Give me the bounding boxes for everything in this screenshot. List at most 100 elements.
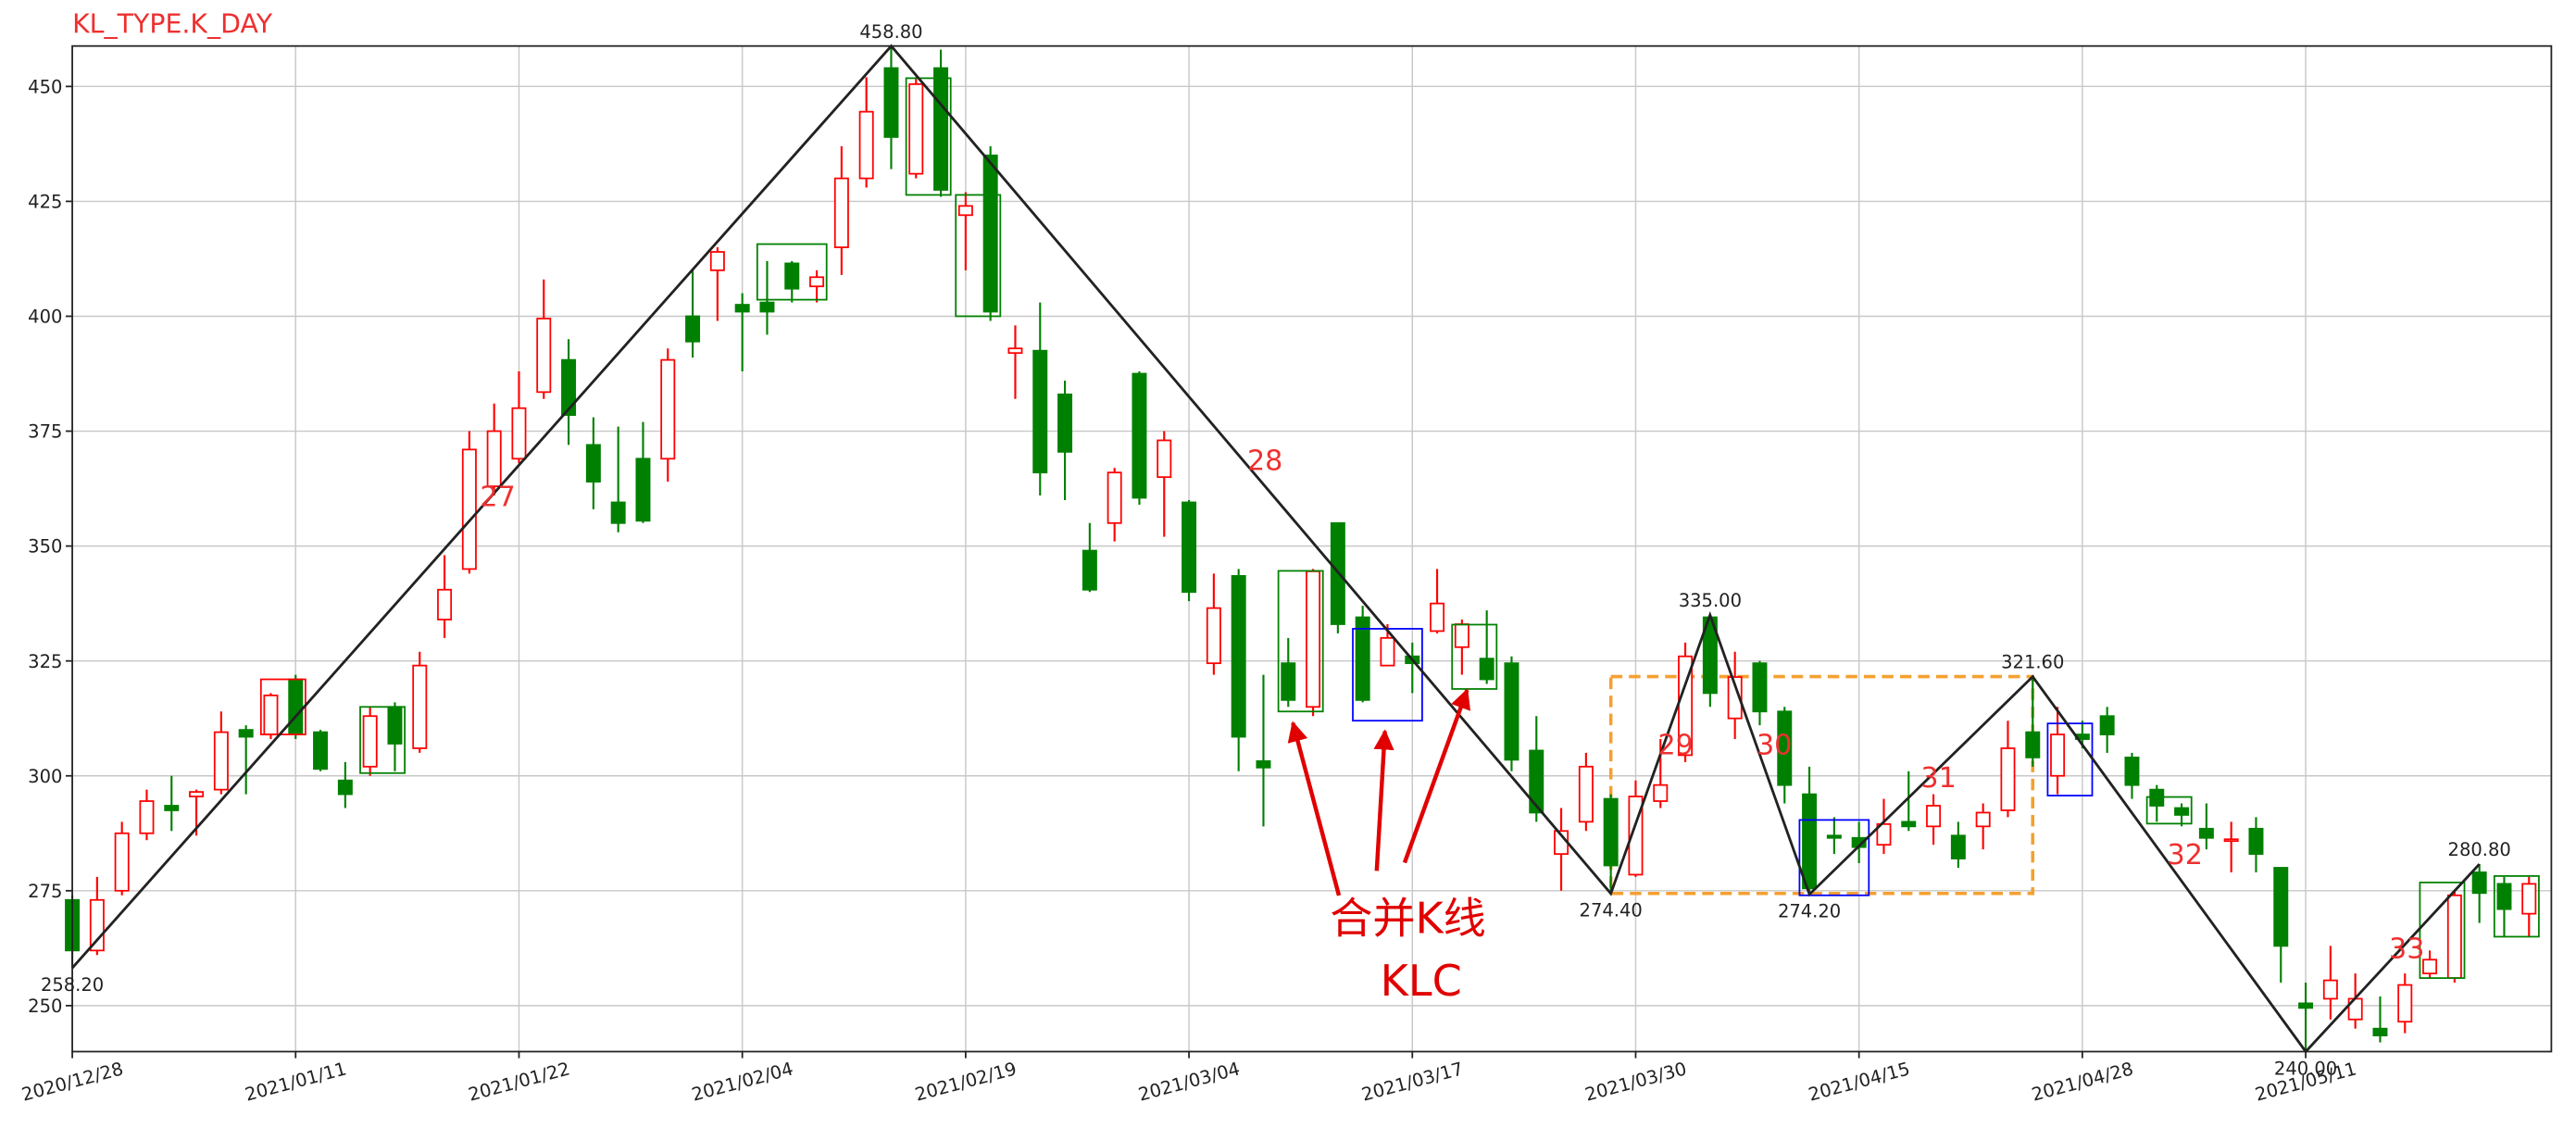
candle-body — [2248, 827, 2264, 855]
candle-body — [1032, 349, 1048, 474]
candle-body — [957, 205, 973, 217]
candle-body — [412, 664, 428, 749]
bi-value-label: 240.00 — [2274, 1058, 2337, 1079]
candle-body — [1479, 658, 1494, 681]
y-tick-label: 350 — [28, 536, 62, 558]
candle-body — [2223, 838, 2239, 843]
candle-body — [1355, 616, 1370, 701]
candle-body — [1603, 797, 1619, 867]
y-tick-label: 325 — [28, 651, 62, 672]
candle-body — [1007, 347, 1023, 355]
candle-body — [858, 110, 874, 180]
candle-body — [139, 800, 155, 834]
candle-body — [1454, 623, 1469, 648]
segment-label: 27 — [480, 481, 515, 513]
candle-body — [1256, 759, 1271, 769]
bi-value-label: 274.40 — [1580, 900, 1643, 921]
y-tick-label: 275 — [28, 881, 62, 902]
candle-body — [511, 407, 527, 460]
candle-body — [337, 779, 353, 796]
candle-body — [561, 358, 577, 417]
klc-box — [756, 243, 828, 301]
klc-box — [955, 194, 1002, 318]
candle-body — [784, 262, 800, 290]
chart-title: KL_TYPE.K_DAY — [72, 8, 273, 39]
candle-body — [1206, 607, 1221, 665]
candle-body — [685, 315, 701, 343]
candle-body — [833, 177, 849, 248]
candle-body — [709, 251, 725, 271]
segment-label: 31 — [1920, 762, 1956, 795]
zs-box — [1608, 674, 2035, 896]
bi-value-label: 335.00 — [1679, 590, 1742, 611]
candle-body — [734, 304, 750, 313]
candle-body — [660, 358, 676, 460]
candle-body — [2198, 827, 2214, 839]
candle-body — [1529, 749, 1544, 814]
klc-box — [2145, 796, 2193, 825]
annotation: 合并K线 — [1330, 894, 1486, 944]
candle-body — [1157, 439, 1172, 479]
candle-body — [2372, 1027, 2388, 1037]
candle-body — [1876, 822, 1892, 846]
candle-body — [2322, 979, 2338, 1000]
candle-body — [982, 154, 998, 313]
candle-body — [2397, 984, 2413, 1023]
candle-body — [1182, 501, 1197, 594]
candle-body — [1132, 372, 1147, 499]
arrow — [1287, 721, 1342, 896]
candle-body — [387, 706, 403, 745]
segment-label: 29 — [1658, 729, 1694, 761]
segment-label: 32 — [2168, 839, 2203, 871]
candle-body — [2471, 871, 2487, 895]
candle-body — [1578, 765, 1594, 823]
klc-box — [359, 706, 406, 774]
candle-body — [288, 678, 304, 735]
candle-body — [536, 318, 552, 394]
candle-body — [213, 731, 229, 791]
candle-body — [2446, 894, 2462, 979]
axes-frame — [71, 44, 2553, 1053]
candle-body — [263, 695, 279, 735]
segment-label: 30 — [1757, 729, 1792, 761]
y-tick-label: 425 — [28, 192, 62, 213]
candle-body — [2099, 715, 2115, 735]
arrow — [1373, 729, 1394, 871]
candle-body — [585, 444, 601, 483]
candle-body — [2025, 731, 2041, 758]
candle-body — [2000, 747, 2016, 811]
candle-body — [2174, 807, 2190, 816]
candle-body — [1057, 393, 1073, 453]
candle-body — [1975, 811, 1991, 828]
candle-body — [1950, 834, 1966, 859]
candle-body — [189, 791, 205, 797]
candle-body — [1653, 783, 1669, 802]
candle-body — [2273, 867, 2289, 947]
candle-body — [1901, 821, 1917, 828]
arrow — [1402, 688, 1471, 864]
y-tick-label: 250 — [28, 996, 62, 1017]
bi-value-label: 458.80 — [859, 21, 922, 43]
candle-body — [1430, 602, 1445, 633]
bi-value-label: 321.60 — [2001, 652, 2064, 673]
candle-body — [2050, 733, 2066, 777]
y-tick-label: 400 — [28, 307, 62, 328]
klc-box — [1451, 623, 1498, 690]
candle-body — [2496, 883, 2512, 910]
candle-body — [1107, 471, 1122, 524]
bi-line — [71, 44, 2481, 1054]
candle-body — [1926, 805, 1942, 828]
klc-box — [2493, 875, 2540, 938]
candle-body — [2124, 757, 2140, 786]
segment-label: 33 — [2389, 933, 2424, 965]
klc-box — [905, 77, 952, 196]
candle-body — [89, 898, 105, 952]
annotation: KLC — [1381, 956, 1462, 1006]
candle-body — [933, 67, 949, 191]
candle-body — [908, 82, 924, 175]
candle-body — [610, 501, 626, 524]
